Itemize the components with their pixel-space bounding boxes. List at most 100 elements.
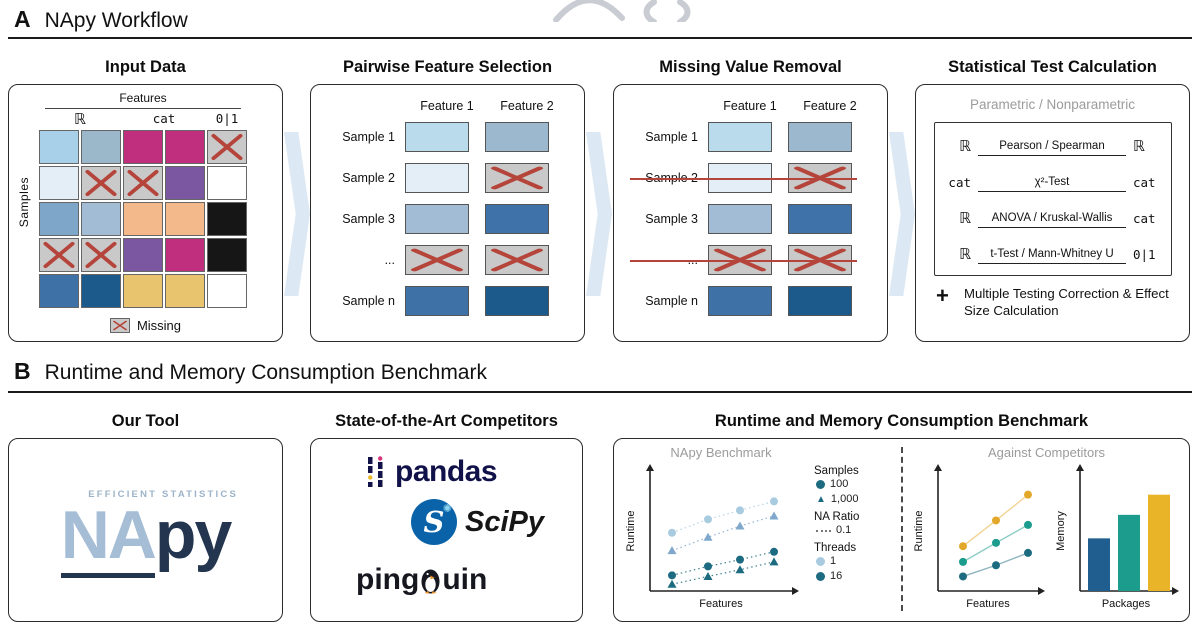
stat-test-row: cat χ²-Test cat [941, 164, 1165, 200]
test-name-label: χ²-Test [978, 176, 1126, 192]
sample-label: Sample 3 [645, 212, 698, 226]
feature-group-label: ℝ [74, 110, 86, 128]
feature-group-label: cat [152, 111, 176, 126]
input-data-title: Input Data [105, 58, 186, 76]
test-name-label: Pearson / Spearman [978, 140, 1126, 156]
section-b-title: Runtime and Memory Consumption Benchmark [44, 361, 487, 384]
features-label: Features [119, 91, 167, 105]
missing-x-icon [113, 320, 127, 331]
data-cell [165, 202, 205, 236]
arrow-chevron-icon [284, 132, 310, 296]
missing-x-icon [127, 170, 159, 196]
removal-title: Missing Value Removal [659, 58, 842, 76]
column-header: Feature 2 [500, 99, 554, 113]
sample-row: Sample n [327, 286, 576, 316]
data-cell [207, 274, 247, 308]
data-cell [207, 166, 247, 200]
section-b-header: B Runtime and Memory Consumption Benchma… [14, 358, 487, 385]
missing-x-icon [43, 242, 75, 268]
missing-cell [485, 245, 549, 275]
stats-title: Statistical Test Calculation [948, 58, 1157, 76]
memory-bar-chart: Packages Memory [1055, 464, 1179, 610]
napy-tagline: EFFICIENT STATISTICS [88, 489, 238, 500]
svg-text:Features: Features [966, 598, 1010, 610]
scipy-spark-icon: ✺ [442, 503, 452, 515]
missing-x-icon [85, 242, 117, 268]
memory-bar [1118, 514, 1140, 591]
test-name: ANOVA / Kruskal-Wallis [977, 208, 1127, 228]
pairwise-title: Pairwise Feature Selection [342, 58, 553, 76]
dotted-line-icon [816, 529, 831, 532]
stat-test-row: ℝ Pearson / Spearman ℝ [941, 128, 1165, 164]
data-cell [123, 274, 163, 308]
test-right-type: cat [1133, 210, 1156, 226]
section-b-label: B [14, 358, 31, 384]
removal-panel: Feature 1 Feature 2 Sample 1 Sample 2 Sample… [613, 84, 888, 342]
test-name: Pearson / Spearman [977, 136, 1127, 156]
data-cell [165, 238, 205, 272]
legend-item: 0.1 [814, 523, 900, 538]
test-left-type: ℝ [959, 245, 971, 263]
sample-row: Sample 2 [327, 163, 576, 193]
section-a-title: NApy Workflow [44, 9, 188, 32]
data-cell [39, 202, 79, 236]
sample-label: Sample 1 [342, 130, 395, 144]
scipy-s-glyph: S [423, 505, 445, 539]
sample-label: Sample 2 [342, 171, 395, 185]
legend-header: NA Ratio [814, 511, 860, 523]
sample-row: Sample n [630, 286, 879, 316]
napy-benchmark-subtitle: NApy Benchmark [670, 445, 772, 460]
column-header: Feature 2 [803, 99, 857, 113]
feature-cell [788, 204, 852, 234]
data-cell [81, 202, 121, 236]
napy-logo: NApy [9, 497, 282, 578]
data-cell [81, 274, 121, 308]
column-header: Feature 1 [723, 99, 777, 113]
test-right-type: ℝ [1133, 137, 1145, 155]
data-cell [165, 166, 205, 200]
table-header-row: Feature 1 Feature 2 [327, 97, 576, 113]
sample-row: Sample 1 [327, 122, 576, 152]
stats-panel: Parametric / Nonparametric ℝ Pearson / Sp… [915, 84, 1190, 342]
napy-logo-py: py [154, 497, 232, 573]
feature-cell [485, 204, 549, 234]
legend-header: Threads [814, 542, 857, 554]
penguin-icon [421, 569, 440, 594]
pandas-icon [368, 456, 383, 487]
sample-row: Sample 3 [630, 204, 879, 234]
feature-cell [708, 204, 772, 234]
samples-label: Samples [17, 177, 31, 228]
missing-cell [123, 166, 163, 200]
arrow-chevron-icon [586, 132, 612, 296]
svg-text:Memory: Memory [1055, 511, 1067, 551]
triangle-marker-icon: ▲ [816, 493, 826, 505]
missing-legend-label: Missing [136, 318, 182, 333]
sample-label: Sample 3 [342, 212, 395, 226]
section-a-header: A NApy Workflow [14, 6, 188, 33]
data-cell [81, 130, 121, 164]
legend-item-label: 0.1 [836, 524, 852, 536]
pandas-logo: pandas [366, 455, 498, 489]
test-right-type: cat [1133, 174, 1156, 190]
arrow-chevron-icon [889, 132, 915, 296]
feature-cell [405, 122, 469, 152]
svg-text:Packages: Packages [1102, 598, 1151, 610]
memory-bar [1148, 494, 1170, 591]
benchmark-title: Runtime and Memory Consumption Benchmark [714, 412, 1089, 430]
svg-text:Runtime: Runtime [625, 511, 637, 552]
column-header: Feature 1 [420, 99, 474, 113]
data-cell [207, 238, 247, 272]
competitors-panel: pandas S ✺ SciPy ping uin [310, 438, 583, 622]
against-competitors-subtitle: Against Competitors [987, 445, 1106, 460]
scipy-icon: S ✺ [411, 499, 457, 545]
section-b-divider [8, 391, 1192, 393]
sample-label: Sample n [645, 294, 698, 308]
pairwise-panel: Feature 1 Feature 2 Sample 1 Sample 2 Sample… [310, 84, 585, 342]
svg-text:Runtime: Runtime [913, 511, 925, 552]
legend-item-label: 100 [830, 478, 849, 490]
removal-table: Feature 1 Feature 2 Sample 1 Sample 2 Sample… [630, 97, 879, 327]
feature-group-label: 0|1 [215, 111, 239, 126]
